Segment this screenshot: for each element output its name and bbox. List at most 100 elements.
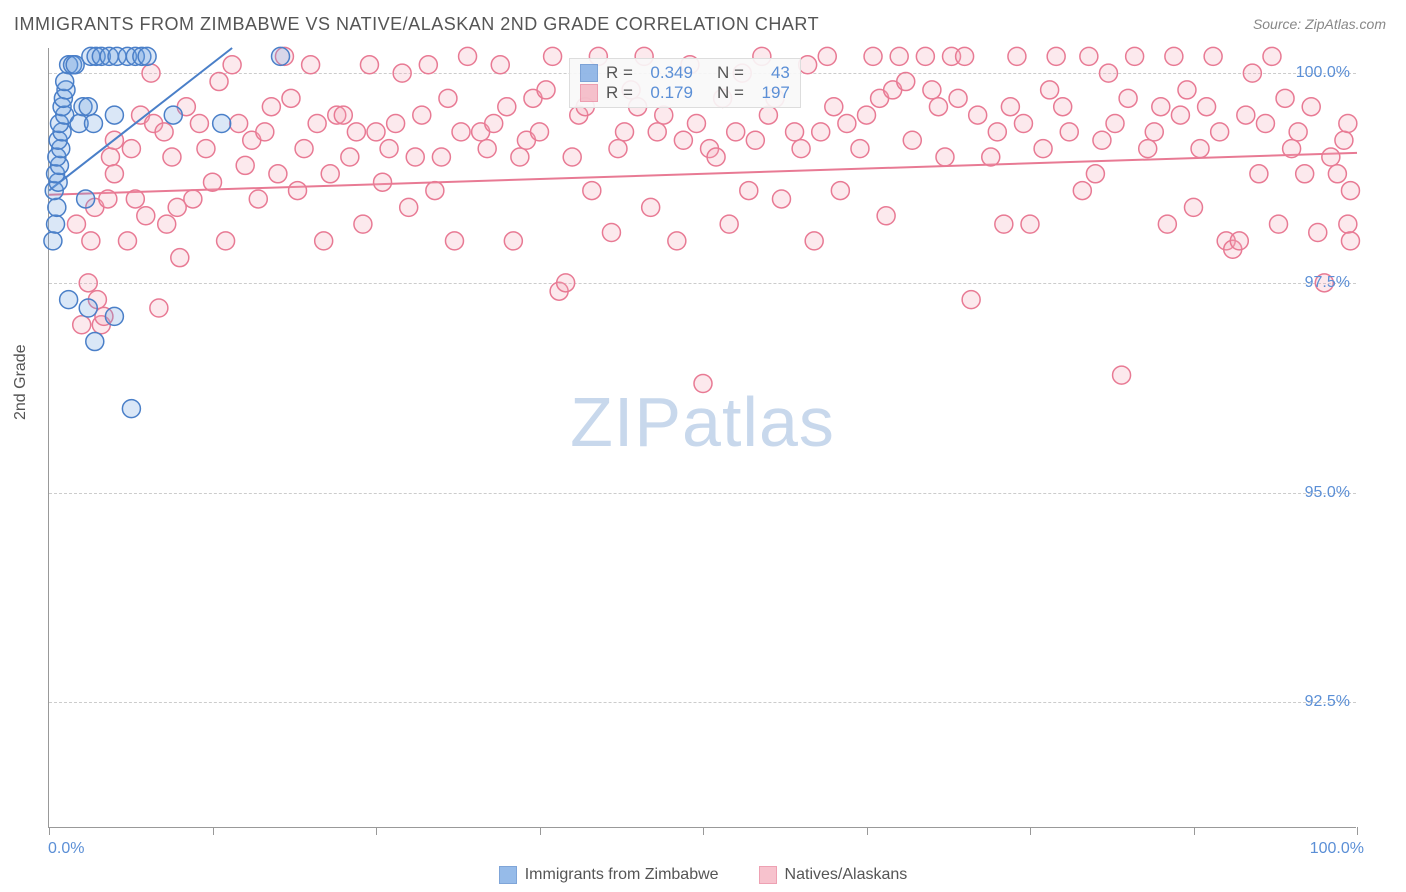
data-point bbox=[544, 47, 562, 65]
data-point bbox=[1041, 81, 1059, 99]
data-point bbox=[1243, 64, 1261, 82]
legend-item-series1: Immigrants from Zimbabwe bbox=[499, 866, 719, 884]
data-point bbox=[956, 47, 974, 65]
data-point bbox=[687, 114, 705, 132]
data-point bbox=[190, 114, 208, 132]
data-point bbox=[897, 73, 915, 91]
data-point bbox=[158, 215, 176, 233]
data-point bbox=[118, 232, 136, 250]
data-point bbox=[360, 56, 378, 74]
data-point bbox=[47, 215, 65, 233]
data-point bbox=[916, 47, 934, 65]
data-point bbox=[1322, 148, 1340, 166]
data-point bbox=[478, 140, 496, 158]
data-point bbox=[1099, 64, 1117, 82]
legend-swatch-1 bbox=[499, 866, 517, 884]
data-point bbox=[1270, 215, 1288, 233]
data-point bbox=[302, 56, 320, 74]
data-point bbox=[1178, 81, 1196, 99]
data-point bbox=[838, 114, 856, 132]
data-point bbox=[877, 207, 895, 225]
xtick bbox=[213, 827, 214, 835]
xtick bbox=[376, 827, 377, 835]
data-point bbox=[609, 140, 627, 158]
data-point bbox=[1021, 215, 1039, 233]
data-point bbox=[504, 232, 522, 250]
data-point bbox=[864, 47, 882, 65]
data-point bbox=[406, 148, 424, 166]
data-point bbox=[138, 47, 156, 65]
data-point bbox=[400, 198, 418, 216]
legend-label-2: Natives/Alaskans bbox=[785, 866, 908, 884]
data-point bbox=[949, 89, 967, 107]
stat-r-value: 0.349 bbox=[641, 63, 693, 83]
data-point bbox=[459, 47, 477, 65]
data-point bbox=[786, 123, 804, 141]
data-point bbox=[380, 140, 398, 158]
data-point bbox=[936, 148, 954, 166]
data-point bbox=[995, 215, 1013, 233]
stat-r-value: 0.179 bbox=[641, 83, 693, 103]
xtick bbox=[1357, 827, 1358, 835]
data-point bbox=[1054, 98, 1072, 116]
xtick bbox=[703, 827, 704, 835]
data-point bbox=[1086, 165, 1104, 183]
data-point bbox=[720, 215, 738, 233]
data-point bbox=[445, 232, 463, 250]
data-point bbox=[1073, 182, 1091, 200]
ytick-label: 100.0% bbox=[1296, 64, 1350, 82]
data-point bbox=[99, 190, 117, 208]
data-point bbox=[105, 307, 123, 325]
stats-swatch bbox=[580, 84, 598, 102]
data-point bbox=[498, 98, 516, 116]
data-point bbox=[223, 56, 241, 74]
data-point bbox=[746, 131, 764, 149]
data-point bbox=[86, 333, 104, 351]
data-point bbox=[818, 47, 836, 65]
data-point bbox=[616, 123, 634, 141]
data-point bbox=[439, 89, 457, 107]
data-point bbox=[249, 190, 267, 208]
data-point bbox=[163, 148, 181, 166]
data-point bbox=[341, 148, 359, 166]
data-point bbox=[44, 232, 62, 250]
data-point bbox=[674, 131, 692, 149]
data-point bbox=[1211, 123, 1229, 141]
legend-swatch-2 bbox=[759, 866, 777, 884]
data-point bbox=[851, 140, 869, 158]
data-point bbox=[812, 123, 830, 141]
stat-n-label: N = bbox=[717, 63, 744, 83]
data-point bbox=[315, 232, 333, 250]
data-point bbox=[122, 140, 140, 158]
data-point bbox=[171, 249, 189, 267]
y-axis-label: 2nd Grade bbox=[12, 344, 30, 420]
data-point bbox=[142, 64, 160, 82]
data-point bbox=[772, 190, 790, 208]
data-point bbox=[759, 106, 777, 124]
data-point bbox=[79, 274, 97, 292]
xtick bbox=[1030, 827, 1031, 835]
ytick-label: 92.5% bbox=[1305, 693, 1350, 711]
data-point bbox=[137, 207, 155, 225]
data-point bbox=[413, 106, 431, 124]
data-point bbox=[321, 165, 339, 183]
data-point bbox=[602, 224, 620, 242]
data-point bbox=[1230, 232, 1248, 250]
xtick bbox=[540, 827, 541, 835]
data-point bbox=[269, 165, 287, 183]
data-point bbox=[1302, 98, 1320, 116]
data-point bbox=[150, 299, 168, 317]
data-point bbox=[282, 89, 300, 107]
data-point bbox=[1171, 106, 1189, 124]
data-point bbox=[105, 165, 123, 183]
x-axis-min-label: 0.0% bbox=[48, 840, 84, 858]
data-point bbox=[1047, 47, 1065, 65]
stat-r-label: R = bbox=[606, 83, 633, 103]
data-point bbox=[792, 140, 810, 158]
data-point bbox=[1001, 98, 1019, 116]
data-point bbox=[308, 114, 326, 132]
data-point bbox=[393, 64, 411, 82]
data-point bbox=[982, 148, 1000, 166]
data-point bbox=[1145, 123, 1163, 141]
legend-label-1: Immigrants from Zimbabwe bbox=[525, 866, 719, 884]
